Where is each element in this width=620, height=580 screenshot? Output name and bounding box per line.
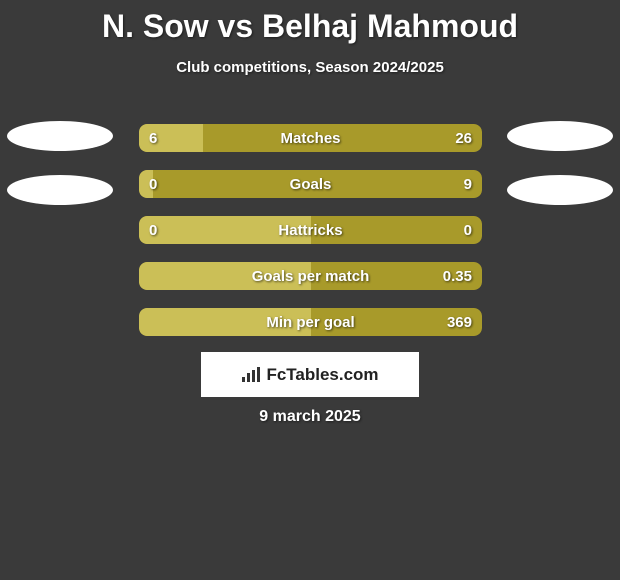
fctables-logo[interactable]: FcTables.com xyxy=(201,352,419,397)
comparison-title: N. Sow vs Belhaj Mahmoud xyxy=(0,0,620,45)
comparison-date: 9 march 2025 xyxy=(0,408,620,426)
stat-row: 6Matches26 xyxy=(139,124,482,152)
comparison-subtitle: Club competitions, Season 2024/2025 xyxy=(0,59,620,76)
stat-label: Hattricks xyxy=(139,216,482,244)
player-right-photo-1 xyxy=(507,121,613,151)
stat-value-right: 0 xyxy=(464,216,472,244)
player-right-photo-2 xyxy=(507,175,613,205)
stat-row: Min per goal369 xyxy=(139,308,482,336)
chart-icon xyxy=(241,367,261,383)
stat-label: Goals per match xyxy=(139,262,482,290)
stats-bars: 6Matches260Goals90Hattricks0Goals per ma… xyxy=(139,124,482,354)
stat-label: Min per goal xyxy=(139,308,482,336)
stat-value-right: 9 xyxy=(464,170,472,198)
stat-value-right: 26 xyxy=(455,124,472,152)
stat-row: Goals per match0.35 xyxy=(139,262,482,290)
stat-row: 0Goals9 xyxy=(139,170,482,198)
stat-row: 0Hattricks0 xyxy=(139,216,482,244)
stat-label: Goals xyxy=(139,170,482,198)
stat-value-right: 0.35 xyxy=(443,262,472,290)
logo-text: FcTables.com xyxy=(266,365,378,385)
player-left-photo-1 xyxy=(7,121,113,151)
stat-value-right: 369 xyxy=(447,308,472,336)
stat-label: Matches xyxy=(139,124,482,152)
player-left-photo-2 xyxy=(7,175,113,205)
